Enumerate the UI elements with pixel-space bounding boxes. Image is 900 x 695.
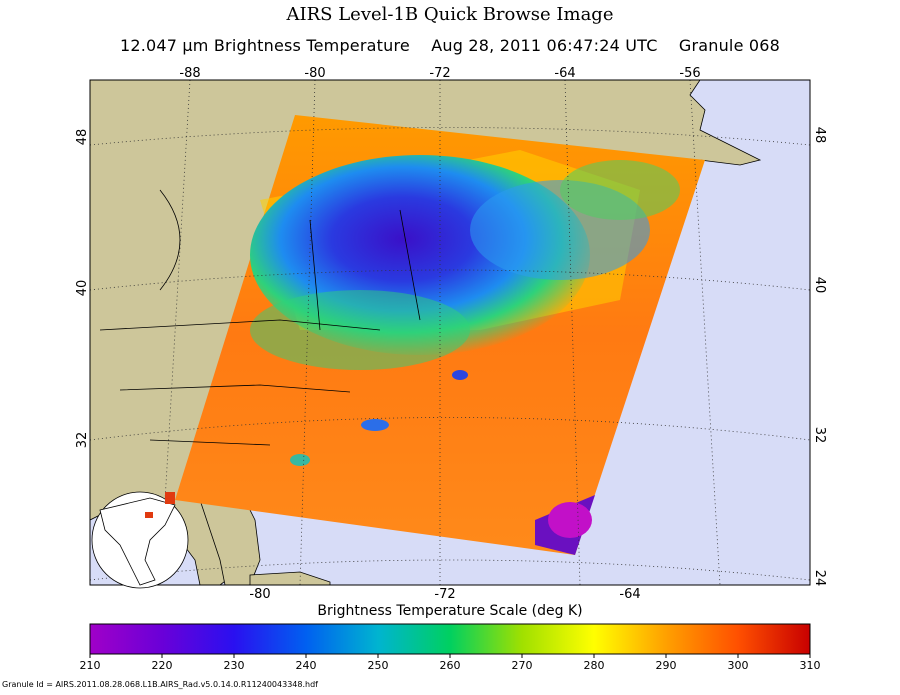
left-lat-label: 48 [75,129,90,146]
airs-swath [175,115,705,555]
colorbar-tick-label: 230 [224,659,245,672]
colorbar-tick-label: 300 [728,659,749,672]
top-lon-label: -88 [179,66,200,81]
colorbar-tick-label: 290 [656,659,677,672]
land-cuba [249,571,331,585]
plot-subtitle: 12.047 μm Brightness Temperature Aug 28,… [0,36,900,55]
colorbar-tick-label: 270 [512,659,533,672]
plot-title: AIRS Level-1B Quick Browse Image [286,4,614,25]
top-lon-label: -80 [304,66,325,81]
colorbar-tick-label: 260 [440,659,461,672]
colorbar: 210 220 230 240 250 260 270 280 290 300 310 [80,623,821,672]
colorbar-tick-label: 250 [368,659,389,672]
bottom-lon-label: -72 [434,587,455,600]
boundaries [99,189,421,446]
granule-label: Granule 068 [678,36,781,55]
right-lat-label: 40 [812,277,827,294]
bottom-lon-label: -80 [249,587,270,600]
colorbar-gradient [89,623,811,655]
graticule [90,80,810,585]
granule-id: Granule Id = AIRS.2011.08.28.068.L1B.AIR… [2,680,318,689]
left-lat-label: 32 [75,432,90,449]
map-figure: -88 -80 -72 -64 -56 -80 -72 -64 48 40 32… [75,66,827,600]
datetime-label: Aug 28, 2011 06:47:24 UTC [431,36,658,55]
right-lat-label: 48 [812,127,827,144]
top-lon-label: -56 [679,66,700,81]
inset-globe [91,491,189,589]
right-lat-label: 24 [812,570,827,587]
colorbar-title: Brightness Temperature Scale (deg K) [317,603,583,619]
colorbar-tick-label: 280 [584,659,605,672]
left-lat-label: 40 [75,280,90,297]
top-lon-label: -64 [554,66,575,81]
top-lon-label: -72 [429,66,450,81]
colorbar-tick-label: 310 [800,659,821,672]
map-frame [89,79,811,586]
right-lat-label: 32 [812,427,827,444]
colorbar-tick-label: 210 [80,659,101,672]
product-label: 12.047 μm Brightness Temperature [119,36,410,55]
colorbar-tick-label: 220 [152,659,173,672]
bottom-lon-label: -64 [619,587,640,600]
colorbar-tick-label: 240 [296,659,317,672]
